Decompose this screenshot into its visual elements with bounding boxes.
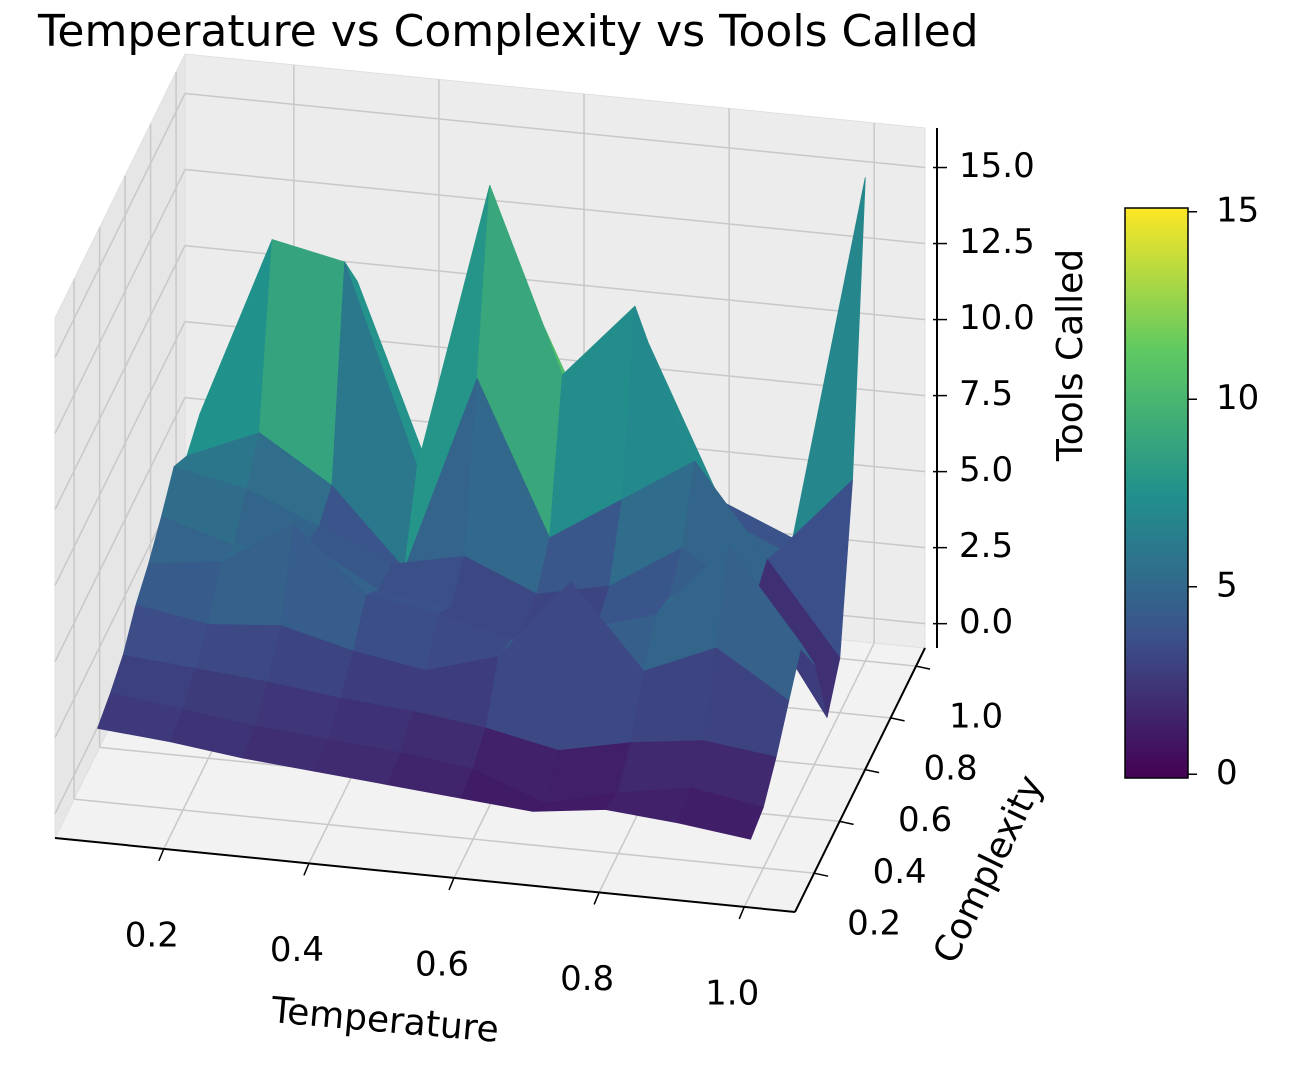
y-tick-label: 0.8 <box>924 748 978 788</box>
surface-patch <box>617 740 704 794</box>
x-tick-label: 1.0 <box>705 973 759 1013</box>
tick-mark <box>593 892 600 905</box>
y-tick-label: 1.0 <box>949 697 1003 737</box>
x-tick-label: 0.8 <box>560 959 614 999</box>
grid-line <box>54 93 186 358</box>
x-tick-label: 0.2 <box>125 915 179 955</box>
x-tick-label: 0.6 <box>415 944 469 984</box>
tick-mark <box>915 665 931 670</box>
z-axis-label: Tools Called <box>1050 249 1091 462</box>
grid-line <box>54 245 186 510</box>
axis-line <box>794 647 926 913</box>
axis-line <box>54 837 796 913</box>
grid-line <box>54 321 186 586</box>
tick-mark <box>303 863 310 876</box>
y-tick-label: 0.4 <box>873 852 927 892</box>
tick-mark <box>448 877 455 891</box>
tick-mark <box>738 906 745 920</box>
grid-line <box>184 168 926 245</box>
colorbar-tick-label: 5 <box>1216 565 1238 605</box>
tick-mark <box>864 768 880 774</box>
z-tick-label: 7.5 <box>959 374 1013 414</box>
grid-line <box>743 642 875 908</box>
y-tick-label: 0.2 <box>847 904 901 944</box>
y-tick-label: 0.6 <box>898 800 952 840</box>
grid-line <box>54 397 186 662</box>
colorbar-tick-label: 0 <box>1216 753 1238 793</box>
tick-mark <box>890 717 905 722</box>
grid-line <box>184 92 926 169</box>
tick-mark <box>839 820 854 826</box>
x-axis-label: Temperature <box>269 990 501 1051</box>
x-tick-label: 0.4 <box>270 930 324 970</box>
tick-mark <box>813 872 829 877</box>
surface-patch <box>677 787 764 840</box>
z-tick-label: 10.0 <box>959 298 1035 338</box>
z-tick-label: 15.0 <box>959 146 1035 186</box>
grid-line <box>74 798 815 874</box>
y-axis-label: Complexity <box>926 769 1052 970</box>
z-tick-label: 0.0 <box>959 602 1013 642</box>
colorbar <box>1124 207 1189 779</box>
z-tick-label: 2.5 <box>959 526 1013 566</box>
chart-title: Temperature vs Complexity vs Tools Calle… <box>37 6 979 57</box>
colorbar-tick-label: 15 <box>1216 190 1259 230</box>
tick-mark <box>158 848 165 862</box>
colorbar-tick-label: 10 <box>1216 378 1259 418</box>
z-tick-label: 12.5 <box>959 222 1035 262</box>
z-tick-label: 5.0 <box>959 450 1013 490</box>
grid-line <box>54 169 186 434</box>
